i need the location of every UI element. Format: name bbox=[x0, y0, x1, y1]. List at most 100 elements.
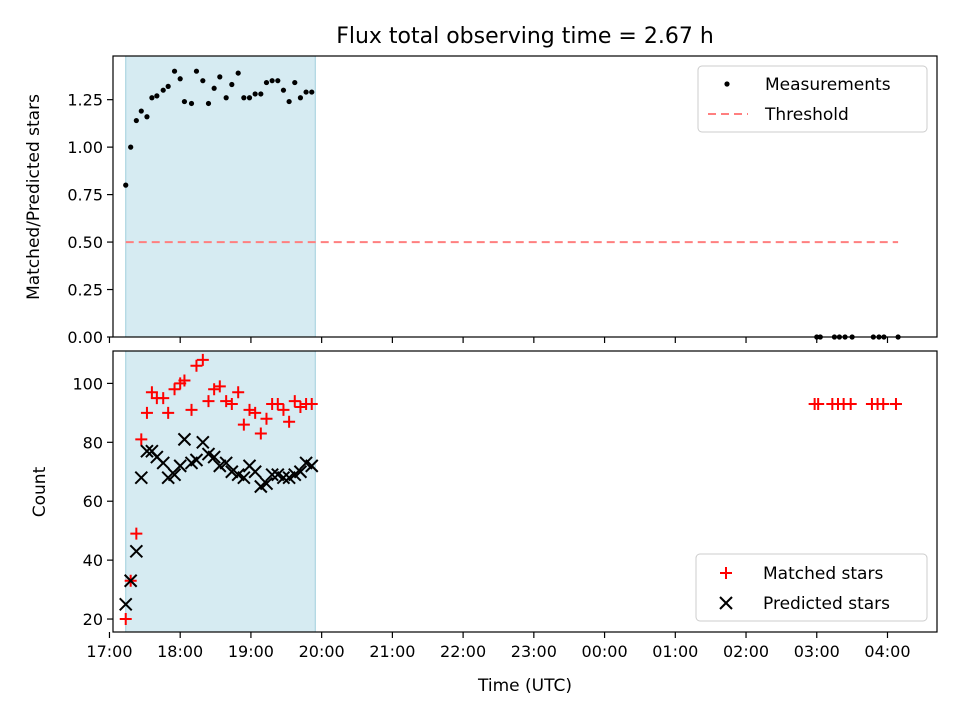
measurement-point bbox=[303, 89, 309, 95]
bottom-y-tick-label: 20 bbox=[83, 610, 103, 629]
bottom-legend-frame bbox=[695, 553, 928, 622]
top-y-tick-label: 0.25 bbox=[67, 281, 103, 300]
legend-measurements-label: Measurements bbox=[765, 75, 891, 95]
measurement-point bbox=[171, 68, 178, 74]
matched-star-point bbox=[305, 398, 318, 411]
measurement-point bbox=[269, 78, 275, 84]
chart-title: Flux total observing time = 2.67 h bbox=[336, 24, 714, 49]
top-y-axis-label: Matched/Predicted stars bbox=[24, 94, 44, 300]
matched-star-point bbox=[157, 392, 170, 405]
x-tick-label: 17:00 bbox=[86, 642, 132, 661]
matched-star-point bbox=[232, 386, 245, 399]
measurement-point bbox=[286, 98, 292, 105]
predicted-star-point bbox=[276, 470, 291, 485]
predicted-star-point bbox=[134, 470, 148, 485]
top-panel: 0.00 0.25 0.50 0.75 1.00 1.25 Matched/Predict… bbox=[24, 55, 938, 347]
predicted-star-point bbox=[173, 459, 187, 473]
x-axis-label: Time (UTC) bbox=[477, 676, 572, 696]
matched-star-point bbox=[277, 403, 290, 416]
measurement-point bbox=[292, 79, 298, 86]
matched-star-point bbox=[225, 398, 238, 411]
measurement-point bbox=[128, 144, 134, 150]
x-tick-label: 19:00 bbox=[228, 642, 274, 661]
measurement-point bbox=[241, 95, 247, 101]
top-y-tick-label: 1.00 bbox=[67, 138, 103, 157]
top-y-tick-label: 0.00 bbox=[67, 328, 103, 347]
matched-star-point bbox=[178, 374, 191, 387]
bottom-y-tick-label: 60 bbox=[83, 492, 103, 511]
x-tick-label: 18:00 bbox=[157, 642, 203, 661]
top-axes-frame bbox=[112, 55, 938, 338]
measurement-point bbox=[246, 95, 253, 101]
top-legend: Measurements Threshold bbox=[697, 65, 928, 133]
bottom-y-axis-label: Count bbox=[30, 466, 50, 517]
predicted-star-point bbox=[167, 468, 182, 482]
measurement-point bbox=[200, 78, 206, 84]
measurement-point bbox=[275, 78, 281, 84]
top-observing-span bbox=[125, 55, 316, 338]
measurement-point bbox=[149, 95, 155, 101]
top-y-tick-label: 1.25 bbox=[67, 91, 103, 110]
matched-star-point bbox=[135, 433, 148, 446]
top-y-tick-label: 0.75 bbox=[67, 186, 103, 205]
measurement-point bbox=[309, 89, 315, 95]
matched-star-point bbox=[162, 406, 175, 419]
bottom-y-tick-label: 80 bbox=[83, 433, 103, 452]
measurement-point bbox=[211, 85, 217, 91]
bottom-y-tick-label: 100 bbox=[72, 374, 103, 393]
measurement-point bbox=[165, 83, 171, 89]
x-tick-label: 21:00 bbox=[369, 642, 415, 661]
measurement-point bbox=[160, 87, 166, 93]
matched-star-point bbox=[889, 398, 902, 411]
predicted-star-point bbox=[207, 450, 221, 464]
predicted-star-point bbox=[140, 444, 154, 458]
predicted-star-point bbox=[119, 597, 133, 612]
matched-star-point bbox=[130, 527, 143, 540]
matched-star-point bbox=[271, 398, 284, 411]
predicted-star-point bbox=[219, 456, 233, 470]
legend-matched-marker bbox=[720, 567, 732, 579]
matched-star-point bbox=[190, 359, 203, 372]
bottom-axes-frame bbox=[112, 350, 938, 633]
predicted-star-point bbox=[305, 459, 319, 473]
predicted-star-point bbox=[129, 544, 144, 559]
matched-star-point bbox=[288, 395, 301, 408]
predicted-star-point bbox=[196, 435, 210, 450]
x-tick-label: 20:00 bbox=[299, 642, 345, 661]
measurement-point bbox=[144, 114, 150, 120]
x-tick-label: 22:00 bbox=[440, 642, 486, 661]
measurement-point bbox=[263, 79, 270, 86]
matched-star-point bbox=[877, 398, 890, 411]
matched-star-point bbox=[249, 406, 262, 419]
measurement-point bbox=[235, 70, 241, 76]
measurement-point bbox=[177, 76, 183, 82]
measurement-point bbox=[154, 93, 160, 99]
matched-star-point bbox=[260, 412, 273, 425]
matched-star-point bbox=[140, 406, 153, 419]
x-tick-label: 03:00 bbox=[794, 642, 840, 661]
legend-predicted-marker bbox=[719, 596, 733, 610]
matched-star-point bbox=[168, 383, 181, 396]
measurement-point bbox=[205, 100, 212, 107]
matched-star-point bbox=[844, 398, 857, 411]
predicted-star-point bbox=[248, 465, 262, 479]
matched-star-point bbox=[254, 427, 267, 440]
matched-star-point bbox=[202, 395, 215, 408]
predicted-star-point bbox=[265, 468, 279, 482]
measurement-point bbox=[217, 74, 223, 80]
predicted-star-point bbox=[177, 432, 192, 447]
measurement-point bbox=[133, 117, 139, 124]
bottom-y-tick-label: 40 bbox=[83, 551, 103, 570]
legend-matched-label: Matched stars bbox=[763, 564, 883, 584]
predicted-star-point bbox=[259, 476, 274, 491]
matched-star-point bbox=[812, 398, 825, 411]
x-tick-label: 02:00 bbox=[723, 642, 769, 661]
x-tick-label: 23:00 bbox=[511, 642, 557, 661]
matched-star-point bbox=[196, 353, 209, 366]
x-tick-label: 01:00 bbox=[652, 642, 698, 661]
measurement-point bbox=[181, 98, 188, 105]
predicted-star-point bbox=[293, 465, 308, 479]
bottom-legend: Matched stars Predicted stars bbox=[695, 553, 928, 622]
legend-measurements-marker bbox=[724, 81, 730, 87]
